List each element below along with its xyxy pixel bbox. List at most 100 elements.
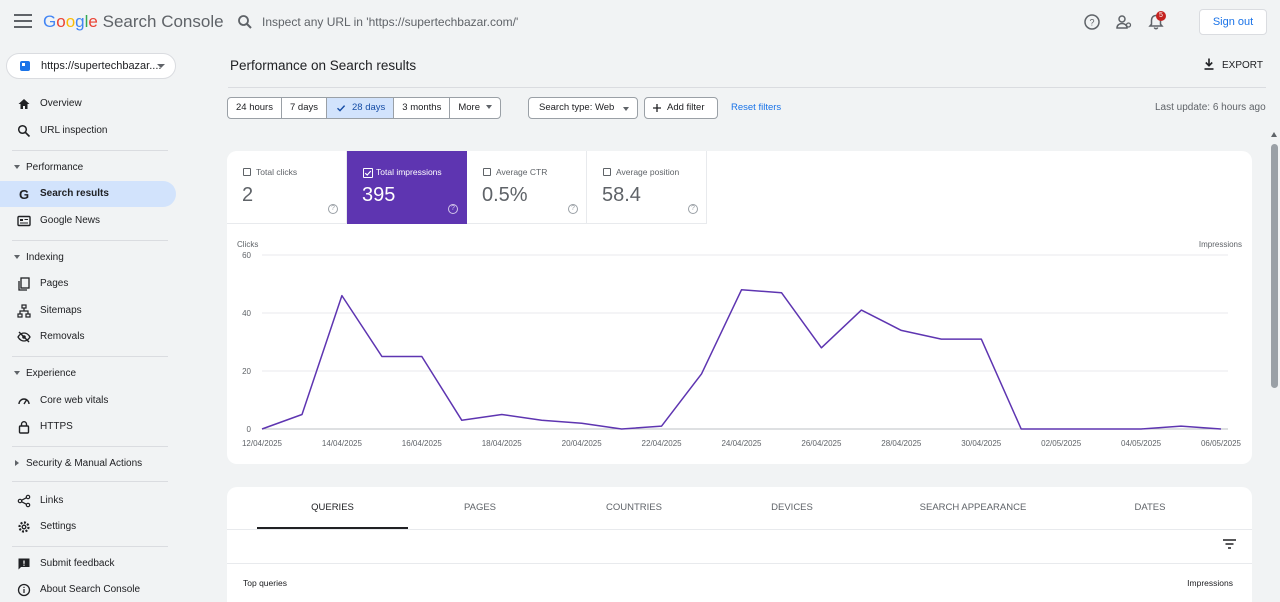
section-performance[interactable]: Performance — [0, 159, 176, 177]
filter-icon[interactable] — [1223, 539, 1236, 549]
tab-search-appearance[interactable]: SEARCH APPEARANCE — [919, 502, 1027, 513]
logo-letter: l — [84, 12, 89, 31]
column-header-impressions[interactable]: Impressions — [1187, 578, 1233, 588]
logo-letter: o — [65, 12, 76, 31]
plus-icon — [653, 104, 661, 112]
gear-icon — [18, 521, 30, 533]
sidebar-item-google-news[interactable]: Google News — [0, 208, 176, 234]
sidebar-item-settings[interactable]: Settings — [0, 514, 176, 540]
caret-down-icon — [14, 255, 20, 259]
help-icon[interactable]: ? — [448, 204, 458, 214]
sidebar-item-label: Submit feedback — [40, 558, 115, 569]
divider — [12, 356, 168, 357]
search-type-filter[interactable]: Search type: Web — [528, 97, 638, 119]
right-axis-label: Impressions — [1199, 240, 1242, 249]
range-28-days[interactable]: 28 days — [326, 98, 395, 118]
scrollbar-thumb[interactable] — [1271, 144, 1278, 388]
chevron-down-icon — [486, 105, 492, 110]
range-24-hours[interactable]: 24 hours — [228, 98, 282, 118]
export-label: EXPORT — [1222, 60, 1263, 71]
metric-value: 0.5% — [482, 184, 528, 206]
sidebar-item-sitemaps[interactable]: Sitemaps — [0, 298, 176, 324]
section-indexing[interactable]: Indexing — [0, 249, 176, 267]
sidebar-item-core-web-vitals[interactable]: Core web vitals — [0, 388, 176, 414]
metric-average-ctr[interactable]: Average CTR 0.5% ? — [467, 151, 587, 224]
sidebar-item-label: Removals — [40, 331, 85, 342]
add-filter-label: Add filter — [667, 102, 705, 113]
search-type-label: Search type: Web — [539, 102, 615, 113]
x-tick-label: 30/04/2025 — [961, 439, 1002, 448]
speedometer-icon — [18, 398, 30, 405]
sidebar-item-removals[interactable]: Removals — [0, 324, 176, 350]
tab-countries[interactable]: COUNTRIES — [606, 502, 662, 513]
sidebar-item-label: Pages — [40, 278, 69, 289]
sign-out-button[interactable]: Sign out — [1199, 9, 1267, 35]
impressions-line-chart: Clicks Impressions 0 20 40 60 12/04/2025 14/… — [237, 240, 1242, 448]
search-icon[interactable] — [237, 14, 253, 30]
metric-average-position[interactable]: Average position 58.4 ? — [587, 151, 707, 224]
menu-icon[interactable] — [14, 14, 32, 28]
sidebar-item-label: Settings — [40, 521, 77, 532]
impressions-series-line — [261, 289, 1222, 430]
logo-letter: g — [75, 12, 85, 31]
property-icon — [20, 61, 30, 71]
left-axis-label: Clicks — [237, 240, 258, 249]
tab-dates[interactable]: DATES — [1134, 502, 1166, 513]
tab-queries[interactable]: QUERIES — [257, 487, 408, 529]
help-icon[interactable]: ? — [328, 204, 338, 214]
sidebar-item-about[interactable]: About Search Console — [0, 577, 176, 602]
metric-total-impressions[interactable]: Total impressions 395 ? — [347, 151, 467, 224]
add-filter-button[interactable]: Add filter — [644, 97, 718, 119]
performance-chart-card: Total clicks 2 ? Total impressions 395 ?… — [227, 151, 1252, 464]
x-tick-label: 14/04/2025 — [322, 439, 363, 448]
manage-users-icon[interactable] — [1115, 13, 1133, 31]
checkbox-icon — [243, 168, 251, 176]
property-selector[interactable]: https://supertechbazar.... — [6, 53, 176, 79]
metric-value: 58.4 — [602, 184, 641, 206]
scroll-up-icon[interactable] — [1271, 132, 1277, 137]
metric-total-clicks[interactable]: Total clicks 2 ? — [227, 151, 347, 224]
sidebar-item-https[interactable]: HTTPS — [0, 414, 176, 440]
reset-filters-link[interactable]: Reset filters — [731, 102, 782, 113]
sidebar-item-search-results[interactable]: G Search results — [0, 181, 176, 207]
search-icon — [17, 124, 31, 138]
download-icon — [1204, 58, 1214, 70]
url-inspect-input[interactable] — [262, 12, 782, 32]
app-logo[interactable]: Google Search Console — [43, 12, 224, 32]
x-tick-label: 16/04/2025 — [402, 439, 443, 448]
x-tick-label: 22/04/2025 — [642, 439, 683, 448]
section-label: Experience — [26, 368, 77, 379]
metric-label: Average position — [616, 167, 680, 177]
x-tick-label: 24/04/2025 — [721, 439, 762, 448]
range-3-months[interactable]: 3 months — [394, 98, 451, 118]
sidebar-item-submit-feedback[interactable]: Submit feedback — [0, 551, 176, 577]
sidebar-item-pages[interactable]: Pages — [0, 271, 176, 297]
range-7-days[interactable]: 7 days — [282, 98, 327, 118]
x-tick-label: 06/05/2025 — [1201, 439, 1242, 448]
tab-pages[interactable]: PAGES — [463, 502, 497, 513]
tab-devices[interactable]: DEVICES — [771, 502, 813, 513]
metric-label: Total impressions — [376, 167, 442, 177]
feedback-icon — [18, 558, 30, 570]
divider — [12, 446, 168, 447]
news-icon — [17, 215, 31, 227]
help-icon[interactable]: ? — [568, 204, 578, 214]
section-security[interactable]: Security & Manual Actions — [0, 455, 176, 473]
help-icon[interactable]: ? — [688, 204, 698, 214]
google-g-icon: G — [19, 187, 29, 201]
dimensions-table-card: QUERIES PAGES COUNTRIES DEVICES SEARCH A… — [227, 487, 1252, 602]
divider — [12, 546, 168, 547]
sidebar-item-overview[interactable]: Overview — [0, 91, 176, 117]
home-icon — [18, 99, 30, 109]
sidebar-item-label: About Search Console — [40, 584, 141, 595]
svg-text:G: G — [19, 187, 29, 201]
checkbox-checked-icon — [363, 168, 373, 178]
sidebar-item-links[interactable]: Links — [0, 488, 176, 514]
help-icon[interactable]: ? — [1083, 13, 1101, 31]
logo-text: Search Console — [97, 12, 224, 31]
sidebar-item-url-inspection[interactable]: URL inspection — [0, 118, 176, 144]
logo-letter: o — [56, 12, 66, 31]
x-tick-label: 12/04/2025 — [242, 439, 283, 448]
section-experience[interactable]: Experience — [0, 365, 176, 383]
range-more[interactable]: More — [450, 98, 500, 118]
